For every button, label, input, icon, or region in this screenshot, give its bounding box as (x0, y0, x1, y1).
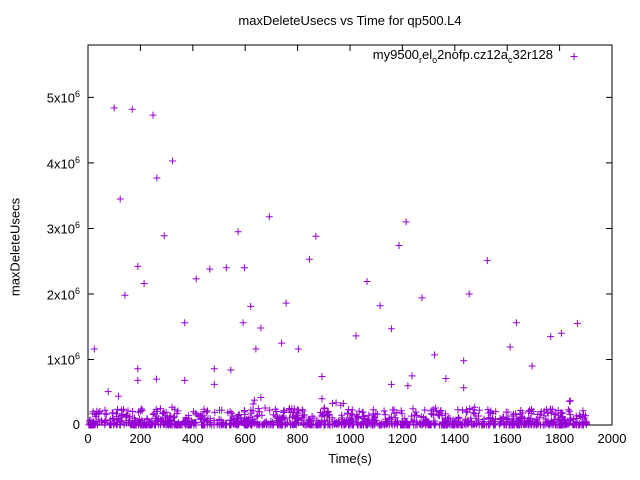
x-tick-label: 200 (129, 431, 152, 446)
x-tick-label: 800 (286, 431, 309, 446)
legend-series-label: my9500relo2nofp.cz12ac32r128 (372, 47, 553, 65)
chart-title: maxDeleteUsecs vs Time for qp500.L4 (238, 13, 462, 28)
x-tick-label: 1600 (492, 431, 522, 446)
y-tick-label: 2x106 (46, 285, 80, 303)
axis-tick-marks (87, 45, 613, 426)
x-tick-label: 400 (181, 431, 204, 446)
y-tick-label: 3x106 (46, 220, 80, 237)
x-tick-label: 1000 (335, 431, 365, 446)
legend-plus-marker-icon (570, 53, 578, 60)
y-tick-label: 0 (72, 417, 80, 432)
scatter-dense-band-points (85, 405, 590, 429)
y-tick-label: 5x106 (46, 89, 80, 106)
scatter-outlier-points (90, 104, 585, 422)
y-tick-label: 1x106 (46, 351, 80, 368)
y-axis-label: maxDeleteUsecs (7, 197, 23, 297)
x-tick-label: 1400 (440, 431, 470, 446)
x-tick-label: 600 (234, 431, 257, 446)
y-tick-label: 4x106 (46, 154, 80, 172)
x-tick-label: 0 (84, 431, 92, 446)
x-tick-label: 2000 (597, 431, 627, 446)
x-tick-label: 1800 (545, 431, 575, 446)
x-axis-label: Time(s) (328, 451, 372, 466)
plot-border (87, 44, 613, 426)
x-tick-label: 1200 (387, 431, 417, 446)
